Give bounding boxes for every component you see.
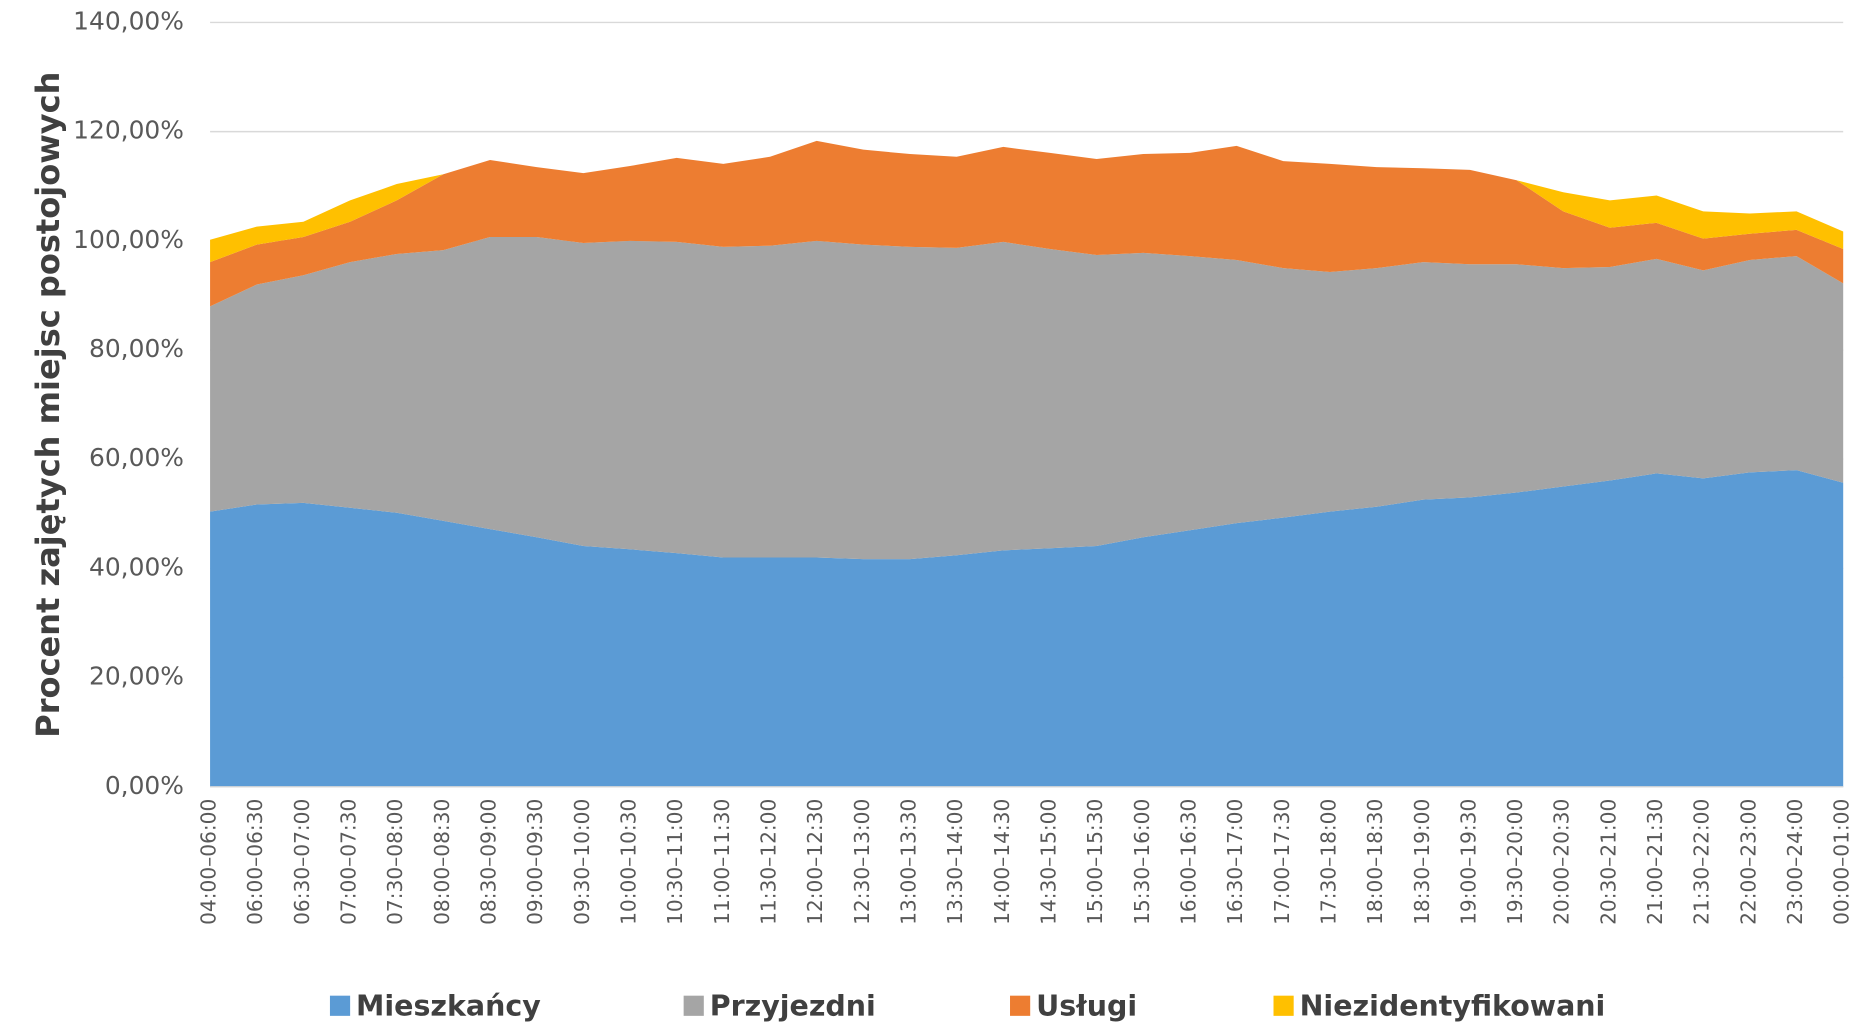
area xyxy=(210,470,1844,787)
x-tick-label: 11:00–11:30 xyxy=(710,799,734,925)
x-tick-label: 15:30–16:00 xyxy=(1130,799,1154,925)
x-tick-label: 13:00–13:30 xyxy=(896,799,920,925)
x-tick-label: 14:00–14:30 xyxy=(990,799,1014,925)
x-tick-label: 06:00–06:30 xyxy=(243,799,267,925)
x-tick-label: 16:00–16:30 xyxy=(1176,799,1200,925)
area xyxy=(210,237,1844,560)
x-tick-label: 16:30–17:00 xyxy=(1223,799,1247,925)
x-tick-label: 09:30–10:00 xyxy=(570,799,594,925)
x-tick-label: 12:00–12:30 xyxy=(803,799,827,925)
x-tick-label: 23:00–24:00 xyxy=(1783,799,1807,925)
x-tick-label: 13:30–14:00 xyxy=(943,799,967,925)
y-tick-label: 80,00% xyxy=(89,334,184,363)
x-tick-label: 14:30–15:00 xyxy=(1036,799,1060,925)
x-tick-label: 07:30–08:00 xyxy=(383,799,407,925)
y-tick-label: 40,00% xyxy=(89,552,184,581)
legend-label: Przyjezdni xyxy=(710,990,876,1023)
y-tick-label: 0,00% xyxy=(105,771,184,800)
y-axis-title: Procent zajętych miejsc postojowych xyxy=(29,72,67,738)
x-tick-label: 10:00–10:30 xyxy=(617,799,641,925)
x-tick-label: 19:00–19:30 xyxy=(1456,799,1480,925)
x-tick-label: 06:30–07:00 xyxy=(290,799,314,925)
x-tick-label: 11:30–12:00 xyxy=(757,799,781,925)
y-tick-label: 60,00% xyxy=(89,443,184,472)
x-tick-label: 19:30–20:00 xyxy=(1503,799,1527,925)
legend-label: Niezidentyfikowani xyxy=(1300,990,1606,1023)
x-tick-label: 18:00–18:30 xyxy=(1363,799,1387,925)
x-tick-label: 08:00–08:30 xyxy=(430,799,454,925)
x-tick-label: 21:00–21:30 xyxy=(1643,799,1667,925)
legend-swatch xyxy=(329,995,351,1016)
x-tick-label: 15:00–15:30 xyxy=(1083,799,1107,925)
legend-swatch xyxy=(1273,995,1294,1016)
y-tick-label: 100,00% xyxy=(73,225,184,254)
x-tick-label: 07:00–07:30 xyxy=(337,799,361,925)
x-tick-label: 18:30–19:00 xyxy=(1410,799,1434,925)
x-tick-label: 17:30–18:00 xyxy=(1316,799,1340,925)
x-tick-label: 20:30–21:00 xyxy=(1596,799,1620,925)
area xyxy=(210,140,1844,307)
legend-swatch xyxy=(683,995,704,1016)
x-tick-label: 00:00–01:00 xyxy=(1830,799,1854,925)
x-tick-label: 08:30–09:00 xyxy=(477,799,501,925)
x-tick-label: 10:30–11:00 xyxy=(663,799,687,925)
y-tick-label: 20,00% xyxy=(89,662,184,691)
x-tick-label: 22:00–23:00 xyxy=(1736,799,1760,925)
x-tick-label: 09:00–09:30 xyxy=(523,799,547,925)
x-tick-label: 20:00–20:30 xyxy=(1550,799,1574,925)
areas xyxy=(210,140,1844,787)
y-tick-label: 120,00% xyxy=(73,116,184,145)
legend-label: Usługi xyxy=(1036,990,1137,1023)
legend-label: Mieszkańcy xyxy=(356,990,541,1023)
x-tick-label: 21:30–22:00 xyxy=(1690,799,1714,925)
x-tick-label: 17:00–17:30 xyxy=(1270,799,1294,925)
legend-swatch xyxy=(1010,995,1031,1016)
x-tick-label: 04:00–06:00 xyxy=(197,799,221,925)
x-tick-label: 12:30–13:00 xyxy=(850,799,874,925)
y-tick-label: 140,00% xyxy=(73,6,184,35)
